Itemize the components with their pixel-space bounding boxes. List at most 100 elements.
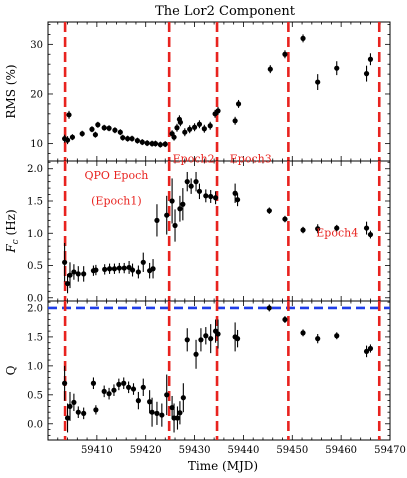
data-point [81,407,87,420]
data-point [164,195,170,235]
data-point [367,230,374,239]
data-marker [232,118,238,124]
y-tick-label: 20 [30,89,43,100]
data-marker [215,331,221,337]
data-point [215,319,221,349]
data-marker [81,271,87,277]
data-marker [102,266,108,272]
data-marker [363,71,370,77]
data-marker [180,201,186,207]
data-marker [212,195,219,201]
data-point [177,401,183,425]
data-point [120,134,126,141]
data-point [92,131,98,138]
data-marker [234,336,241,342]
data-point [193,171,199,192]
data-point [140,378,146,396]
data-point [208,190,214,203]
data-marker [64,137,71,143]
data-marker [187,126,193,132]
data-point [300,226,306,234]
data-marker [111,266,118,272]
data-point [116,378,122,391]
data-marker [164,212,170,218]
data-point [198,328,204,352]
data-marker [106,391,112,397]
data-point [89,126,95,133]
data-point [196,120,203,129]
data-marker [150,266,156,272]
data-point [121,262,127,274]
data-point [169,395,175,420]
data-marker [134,138,141,144]
data-point [135,265,141,279]
data-point [62,365,68,401]
data-marker [282,216,288,222]
data-marker [196,188,203,194]
data-point [147,390,153,414]
data-marker [208,336,214,342]
data-point [71,264,77,280]
data-point [152,140,159,147]
data-point [116,262,122,274]
data-point [363,345,370,358]
data-point [75,266,81,282]
data-point [154,401,160,425]
data-point [64,273,71,294]
data-point [180,383,186,413]
data-point [81,266,87,282]
data-marker [126,384,132,390]
data-marker [203,193,209,199]
data-point [101,124,107,131]
y-tick-label: 0.0 [27,293,43,304]
data-marker [64,280,71,287]
data-point [282,50,288,59]
data-point [235,99,242,108]
data-point [62,242,68,282]
data-marker [69,134,76,140]
data-point [232,116,238,125]
panel-frame [47,300,391,441]
data-point [93,405,99,415]
data-marker [177,206,183,212]
data-point [106,387,112,400]
data-marker [117,129,123,135]
data-marker [266,305,272,311]
data-point [126,381,132,394]
data-point [67,391,73,421]
data-marker [129,136,135,142]
data-point [180,188,186,221]
panels: 10 20 30 RMS (%) 0.0 0.5 1.0 1.5 2.0 Fc (Hz) QPO E… [4,21,406,456]
epoch-label: (Epoch1) [91,194,142,207]
data-marker [159,412,165,418]
data-point [90,377,97,390]
data-point [184,171,190,192]
data-marker [177,119,184,125]
data-point [69,134,76,141]
data-point [367,53,374,66]
data-marker [234,197,241,203]
data-marker [106,125,112,131]
data-marker [315,79,321,85]
data-marker [203,333,209,339]
data-marker [182,129,188,135]
data-marker [201,126,207,132]
y-tick-label: 10 [30,139,43,150]
data-point [95,121,101,128]
data-point [266,207,272,214]
data-marker [144,140,150,146]
data-marker [149,409,155,415]
data-point [208,324,214,354]
data-point [135,391,141,410]
data-marker [67,272,73,278]
data-marker [334,333,340,339]
y-axis-label: Fc (Hz) [4,209,21,253]
data-marker [363,225,370,231]
data-marker [71,399,77,405]
y-tick-label: 0.5 [27,261,43,272]
data-point [234,329,241,348]
data-point [172,209,178,242]
data-point [134,137,141,144]
data-point [212,191,219,205]
data-marker [121,265,127,271]
